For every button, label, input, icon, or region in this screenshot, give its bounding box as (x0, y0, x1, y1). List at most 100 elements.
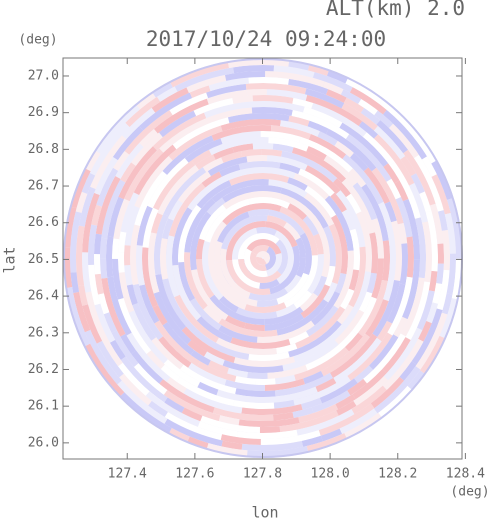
echo-cell (429, 203, 444, 244)
echo-cell (264, 246, 276, 271)
echo-cell (95, 104, 140, 154)
echo-cell (339, 408, 378, 435)
echo-cell (251, 106, 293, 116)
echo-cell (124, 245, 131, 266)
echo-cell (437, 243, 444, 264)
echo-cell (224, 379, 265, 392)
x-tick-label: 127.4 (108, 467, 147, 482)
echo-cell (311, 291, 341, 326)
echo-cell (280, 187, 329, 229)
echo-cell (147, 157, 189, 209)
echo-cell (164, 397, 185, 413)
echo-cell (131, 350, 164, 384)
echo-cell (167, 164, 200, 199)
echo-cell (124, 110, 173, 155)
echo-cell (295, 237, 306, 258)
echo-cell (159, 379, 215, 414)
echo-cell (158, 110, 197, 138)
echo-cell (132, 283, 164, 341)
echo-cell (157, 194, 173, 216)
echo-cell (203, 351, 225, 366)
echo-cell (172, 264, 202, 321)
echo-cell (78, 285, 89, 306)
echo-cell (70, 168, 91, 209)
echo-cell (113, 198, 130, 240)
echo-cell (437, 210, 448, 231)
echo-cell (218, 318, 278, 338)
echo-cell (84, 329, 122, 385)
echo-cell (329, 333, 378, 379)
echo-cell (99, 237, 108, 259)
echo-cell (315, 377, 337, 393)
echo-cell (209, 294, 265, 326)
echo-cell (206, 197, 226, 216)
echo-cell (120, 162, 136, 183)
echo-cell (265, 221, 298, 248)
echo-cell (187, 340, 208, 357)
echo-cell (228, 77, 249, 87)
echo-cell (160, 238, 169, 280)
echo-cell (350, 152, 369, 172)
echo-cell (232, 259, 261, 289)
echo-cell (353, 376, 389, 406)
echo-cell (441, 229, 450, 271)
echo-cell (320, 333, 370, 377)
echo-cell (287, 203, 308, 221)
echo-cell (312, 72, 353, 93)
y-tick-label: 26.0 (28, 435, 59, 450)
echo-cell (151, 337, 169, 357)
echo-cell (101, 277, 126, 337)
echo-cell (232, 143, 254, 153)
echo-cell (343, 97, 365, 113)
echo-cell (148, 400, 168, 418)
echo-cell (394, 112, 437, 164)
echo-cell (410, 173, 425, 194)
echo-cell (172, 117, 230, 150)
echo-cell (324, 195, 354, 252)
echo-cell (219, 248, 251, 299)
echo-cell (163, 359, 201, 388)
echo-cell (384, 201, 397, 223)
echo-cell (312, 275, 328, 297)
echo-cell (365, 299, 389, 338)
echo-cell (158, 336, 192, 368)
echo-cell (441, 293, 453, 315)
echo-cell (139, 92, 193, 131)
echo-cell (388, 123, 420, 159)
echo-cell (389, 162, 421, 219)
echo-cell (136, 205, 153, 246)
echo-cell (227, 367, 248, 378)
echo-cell (295, 306, 346, 349)
echo-cell (274, 374, 296, 385)
echo-cell (414, 217, 427, 279)
echo-cell (323, 225, 336, 267)
echo-cell (348, 168, 367, 188)
echo-cell (305, 305, 339, 337)
echo-cell (383, 327, 423, 381)
echo-cell (301, 435, 323, 447)
echo-cell (156, 86, 178, 102)
echo-cell (233, 356, 296, 367)
echo-cell (299, 292, 318, 312)
echo-cell (439, 298, 458, 339)
echo-cell (162, 278, 197, 334)
y-tick-label: 26.1 (28, 399, 59, 414)
echo-cell (288, 60, 310, 71)
echo-cell (349, 87, 387, 115)
echo-cell (200, 415, 260, 433)
x-tick-label: 128.4 (446, 467, 485, 482)
echo-cell (268, 209, 305, 236)
echo-cell (306, 433, 347, 452)
echo-cell (336, 190, 366, 248)
echo-cell (222, 359, 284, 373)
echo-cell (345, 134, 392, 182)
echo-cell (73, 291, 91, 333)
echo-cell (70, 272, 80, 293)
echo-cell (206, 89, 248, 105)
echo-cell (373, 366, 421, 414)
echo-cell (373, 134, 415, 186)
echo-cell (85, 150, 101, 172)
echo-cell (121, 107, 156, 140)
echo-cell (120, 333, 137, 354)
echo-cell (323, 155, 358, 187)
